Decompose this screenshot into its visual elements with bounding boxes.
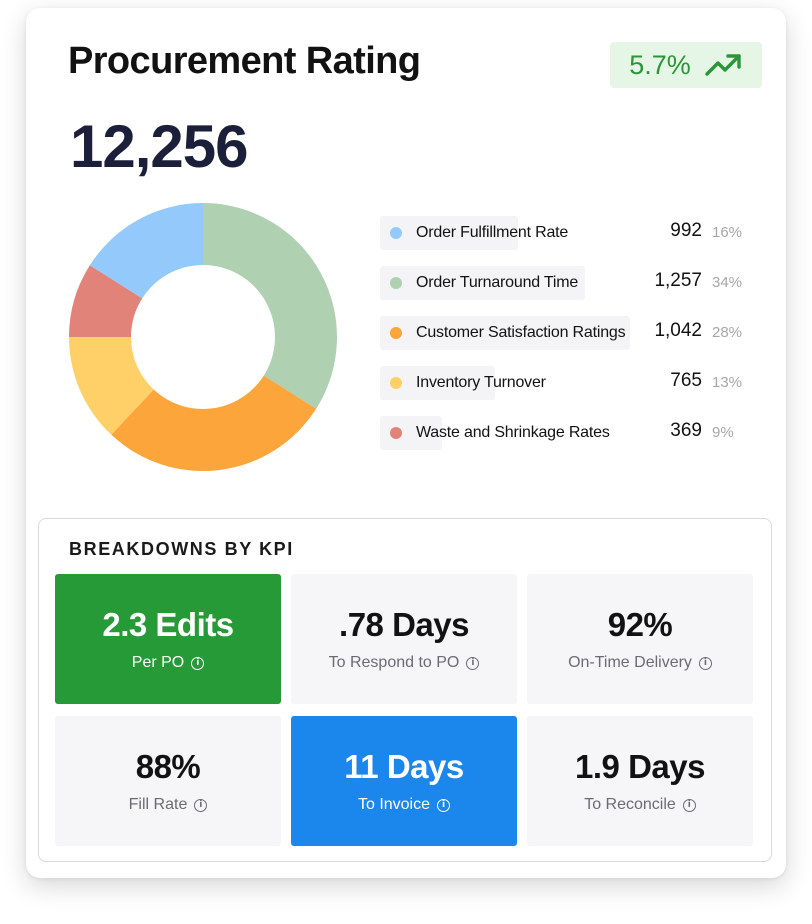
- info-icon[interactable]: i: [194, 798, 208, 812]
- kpi-subtitle: To Invoice i: [357, 796, 451, 814]
- kpi-subtitle: On-Time Delivery i: [568, 654, 712, 672]
- legend-label: Customer Satisfaction Ratings: [416, 324, 626, 341]
- kpi-label: Per PO: [131, 654, 185, 671]
- legend-percent: 28%: [712, 324, 743, 341]
- donut-slice[interactable]: [89, 203, 203, 299]
- legend-item: Waste and Shrinkage Rates 369 9%: [380, 416, 760, 466]
- kpi-value: .78 Days: [339, 606, 469, 643]
- legend-value: 1,257: [654, 270, 702, 291]
- kpi-subtitle: Per PO i: [131, 654, 205, 672]
- info-icon[interactable]: i: [191, 656, 205, 670]
- legend-item: Order Fulfillment Rate 992 16%: [380, 216, 760, 266]
- kpi-tiles: 2.3 Edits Per PO i .78 Days To Respond to PO…: [55, 574, 755, 846]
- legend-pill: [380, 266, 585, 300]
- kpi-value: 1.9 Days: [575, 748, 705, 785]
- legend-dot: [390, 327, 402, 339]
- legend-percent: 34%: [712, 274, 743, 291]
- kpi-tile[interactable]: 88% Fill Rate i: [55, 716, 281, 846]
- legend-label: Order Fulfillment Rate: [416, 224, 569, 241]
- donut-slice[interactable]: [69, 337, 154, 435]
- kpi-value: 11 Days: [344, 748, 464, 785]
- legend-pill: [380, 216, 518, 250]
- legend-value: 992: [670, 220, 702, 241]
- kpi-label: To Reconcile: [584, 796, 676, 813]
- legend-item: Customer Satisfaction Ratings 1,042 28%: [380, 316, 760, 366]
- trend-value: 5.7%: [629, 49, 691, 80]
- card-title: Procurement Rating: [68, 40, 421, 82]
- donut-slice[interactable]: [111, 375, 317, 471]
- kpi-tile[interactable]: 1.9 Days To Reconcile i: [527, 716, 753, 846]
- kpi-tile[interactable]: 92% On-Time Delivery i: [527, 574, 753, 704]
- breakdown-panel: BREAKDOWNS BY KPI 2.3 Edits Per PO i .78 Da…: [38, 518, 772, 862]
- legend-percent: 16%: [712, 224, 743, 241]
- legend-dot: [390, 277, 402, 289]
- kpi-tile[interactable]: 2.3 Edits Per PO i: [55, 574, 281, 704]
- legend-value: 765: [670, 370, 702, 391]
- donut-chart: [69, 203, 337, 471]
- trend-badge: 5.7%: [610, 42, 762, 88]
- chart-legend: Order Fulfillment Rate 992 16% Order Turnar…: [380, 216, 760, 466]
- legend-dot: [390, 377, 402, 389]
- legend-item: Inventory Turnover 765 13%: [380, 366, 760, 416]
- legend-label: Inventory Turnover: [416, 374, 546, 391]
- legend-label: Waste and Shrinkage Rates: [416, 424, 610, 441]
- info-icon[interactable]: i: [698, 656, 712, 670]
- kpi-label: To Respond to PO: [328, 654, 460, 671]
- legend-item: Order Turnaround Time 1,257 34%: [380, 266, 760, 316]
- legend-dot: [390, 427, 402, 439]
- kpi-label: On-Time Delivery: [568, 654, 692, 671]
- info-icon[interactable]: i: [466, 656, 480, 670]
- total-value: 12,256: [70, 113, 249, 180]
- info-icon[interactable]: i: [682, 798, 696, 812]
- info-icon[interactable]: i: [437, 798, 451, 812]
- legend-percent: 13%: [712, 374, 743, 391]
- kpi-value: 92%: [607, 606, 673, 643]
- kpi-value: 2.3 Edits: [102, 606, 234, 643]
- kpi-value: 88%: [135, 748, 201, 785]
- trending-up-icon: [705, 54, 741, 76]
- donut-slice[interactable]: [69, 265, 143, 337]
- breakdown-title: BREAKDOWNS BY KPI: [69, 539, 294, 559]
- legend-label: Order Turnaround Time: [416, 274, 579, 291]
- legend-percent: 9%: [712, 424, 734, 441]
- donut-slice[interactable]: [203, 203, 337, 409]
- legend-value: 369: [670, 420, 702, 441]
- kpi-subtitle: To Reconcile i: [584, 796, 696, 814]
- kpi-tile[interactable]: .78 Days To Respond to PO i: [291, 574, 517, 704]
- procurement-rating-card: Procurement Rating 5.7% 12,256 Order Ful…: [26, 8, 786, 878]
- kpi-label: To Invoice: [357, 796, 431, 813]
- kpi-tile[interactable]: 11 Days To Invoice i: [291, 716, 517, 846]
- legend-pill: [380, 316, 630, 350]
- kpi-subtitle: Fill Rate i: [129, 796, 208, 814]
- legend-dot: [390, 227, 402, 239]
- kpi-subtitle: To Respond to PO i: [329, 654, 480, 672]
- kpi-label: Fill Rate: [128, 796, 188, 813]
- legend-value: 1,042: [654, 320, 702, 341]
